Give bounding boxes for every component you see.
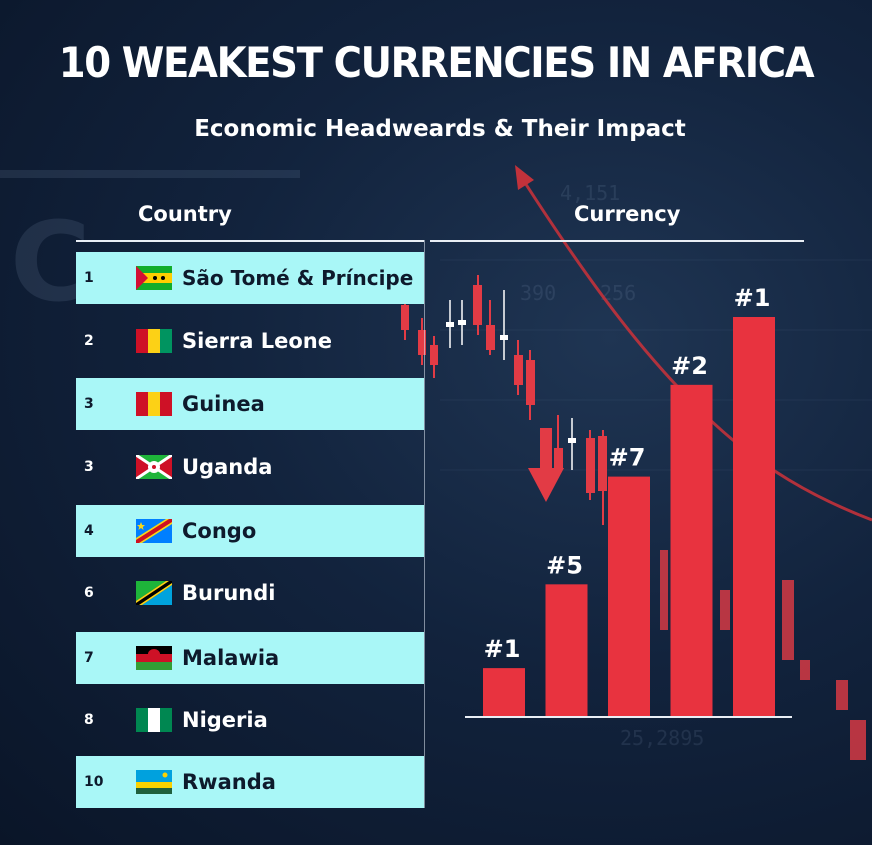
chart-bar-label: #2 [671, 352, 708, 380]
rwanda-flag-icon [136, 770, 172, 794]
country-name: Guinea [182, 392, 265, 416]
table-row: 7 Malawia [76, 632, 424, 684]
rank-number: 1 [84, 270, 94, 286]
country-name: Nigeria [182, 708, 268, 732]
country-name: Uganda [182, 455, 273, 479]
country-name: Burundi [182, 581, 276, 605]
table-row: 1 São Tomé & Príncipe [76, 252, 424, 304]
chart-bar [608, 476, 650, 716]
chart-bar-label: #5 [546, 551, 583, 579]
chart-bar [545, 584, 588, 716]
burundi-style-flag-icon [136, 455, 172, 479]
chart-bar [483, 668, 525, 716]
chart-bar-label: #1 [734, 284, 771, 312]
svg-text:25,2895: 25,2895 [620, 726, 704, 750]
page-subtitle: Economic Headweards & Their Impact [194, 116, 686, 142]
guinea-flag-icon [136, 392, 172, 416]
sao-tome-flag-icon [136, 266, 172, 290]
page-title: 10 WEAKEST CURRENCIES IN AFRICA [58, 38, 815, 87]
malawi-flag-icon [136, 646, 172, 670]
svg-text:390: 390 [520, 281, 556, 305]
country-name: Congo [182, 519, 257, 543]
chart-bar-label: #7 [609, 444, 646, 472]
table-row: 8 Nigeria [76, 694, 424, 746]
rank-number: 10 [84, 774, 104, 790]
chart-bar [670, 384, 713, 716]
table-row: 3 Uganda [76, 441, 424, 493]
country-name: Rwanda [182, 770, 276, 794]
rank-number: 4 [84, 523, 94, 539]
table-row: 10 Rwanda [76, 756, 424, 808]
chart-bar [733, 317, 775, 716]
guinea-style-flag-icon [136, 329, 172, 353]
rank-number: 3 [84, 459, 94, 475]
chart-bar-label: #1 [484, 635, 521, 663]
table-row: 4 Congo [76, 505, 424, 557]
country-name: Malawia [182, 646, 280, 670]
country-name: Sierra Leone [182, 329, 333, 353]
rank-number: 6 [84, 585, 94, 601]
chart-header-divider [430, 240, 804, 242]
svg-text:4,151: 4,151 [560, 181, 620, 205]
table-row: 3 Guinea [76, 378, 424, 430]
rank-number: 2 [84, 333, 94, 349]
currency-bar-chart: #1 #5 #7 #2 #1 [465, 284, 792, 718]
congo-flag-icon [136, 519, 172, 543]
rank-number: 8 [84, 712, 94, 728]
rank-number: 3 [84, 396, 94, 412]
column-divider [424, 240, 425, 808]
rank-number: 7 [84, 650, 94, 666]
country-name: São Tomé & Príncipe [182, 266, 414, 290]
tanzania-style-flag-icon [136, 581, 172, 605]
table-header-divider [76, 240, 424, 242]
currency-column-header: Currency [574, 202, 681, 226]
table-row: 6 Burundi [76, 567, 424, 619]
nigeria-flag-icon [136, 708, 172, 732]
table-row: 2 Sierra Leone [76, 315, 424, 367]
country-column-header: Country [138, 202, 232, 226]
